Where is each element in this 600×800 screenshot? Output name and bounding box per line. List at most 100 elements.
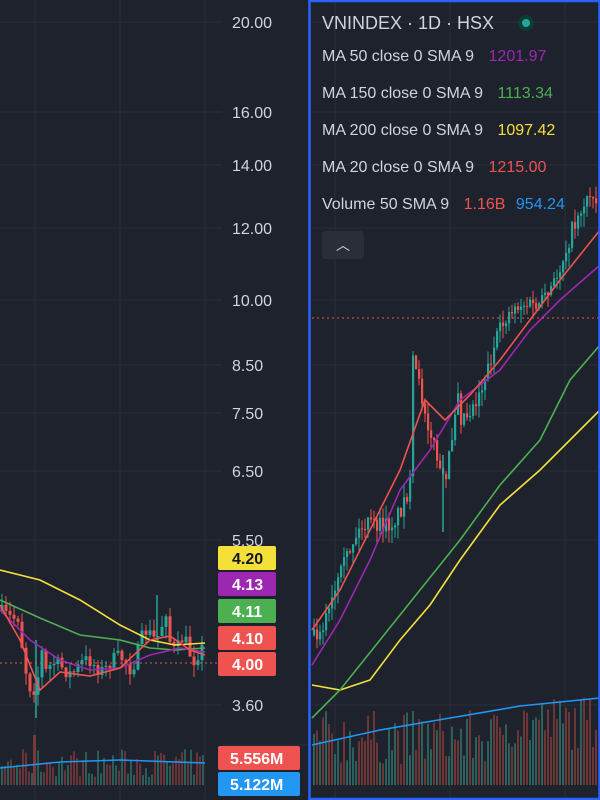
legend-row-value: 1113.34	[497, 85, 553, 102]
volume-bar	[193, 774, 195, 785]
volume-bar	[64, 770, 66, 785]
candle-body	[553, 278, 556, 287]
volume-bar	[202, 754, 204, 785]
volume-bar	[349, 731, 351, 785]
volume-bar	[382, 763, 384, 785]
candle-body	[8, 610, 12, 615]
volume-bar	[595, 730, 597, 785]
candle-body	[586, 195, 589, 207]
volume-bar	[325, 711, 327, 785]
candle-body	[409, 476, 412, 502]
volume-bar	[322, 717, 324, 785]
volume-bar	[4, 765, 6, 785]
candle-body	[421, 378, 424, 404]
volume-bar	[421, 721, 423, 785]
candle-body	[415, 355, 418, 370]
volume-bar	[166, 760, 168, 785]
candle-body	[397, 508, 400, 526]
candle-body	[448, 451, 451, 480]
volume-bar	[592, 746, 594, 785]
volume-bar	[94, 776, 96, 785]
volume-bar	[448, 756, 450, 785]
candle-body	[571, 222, 574, 248]
volume-bar	[478, 735, 480, 785]
legend-row-ma50[interactable]: MA 50 close 0 SMA 9 1201.97	[322, 38, 571, 75]
price-badges: 4.20 4.13 4.11 4.10 4.00 5.556M 5.122M	[218, 546, 300, 796]
legend-row-name: MA 50 close 0 SMA 9	[322, 48, 475, 65]
volume-bar	[391, 750, 393, 785]
candle-body	[562, 261, 565, 273]
right-pane-grid	[312, 0, 600, 800]
candle-body	[76, 664, 80, 673]
candle-body	[538, 303, 541, 309]
price-axis-tick-label: 16.00	[232, 105, 272, 122]
volume-bar	[436, 730, 438, 785]
candle-body	[144, 630, 148, 635]
volume-bar	[364, 741, 366, 785]
volume-bar	[535, 717, 537, 785]
volume-bar	[346, 760, 348, 785]
price-badge-label: 4.13	[232, 577, 263, 594]
volume-bar	[37, 750, 39, 785]
right-volume-bars	[311, 697, 600, 785]
candle-body	[568, 247, 571, 253]
volume-bar	[190, 749, 192, 785]
volume-bar	[46, 762, 48, 785]
volume-bar	[511, 746, 513, 785]
volume-bar	[523, 710, 525, 785]
volume-bar	[553, 699, 555, 785]
candle-body	[580, 213, 583, 216]
volume-bar	[493, 714, 495, 785]
price-badge-label: 4.00	[232, 657, 263, 674]
volume-bar	[13, 767, 15, 785]
volume-bar	[586, 719, 588, 785]
volume-bar	[484, 761, 486, 785]
volume-bar	[418, 719, 420, 785]
candle-body	[424, 403, 427, 414]
volume-bar	[133, 774, 135, 785]
candle-body	[499, 322, 502, 332]
volume-bar	[559, 700, 561, 785]
legend-row-ma20[interactable]: MA 20 close 0 SMA 9 1215.00	[322, 149, 571, 186]
candle-body	[20, 621, 24, 648]
volume-bar	[463, 755, 465, 785]
candle-body	[583, 206, 586, 214]
candle-body	[196, 660, 200, 666]
legend-row-value: 1097.42	[497, 122, 556, 139]
volume-bar	[199, 756, 201, 785]
volume-bar	[565, 707, 567, 785]
candle-body	[28, 673, 32, 692]
candle-body	[164, 616, 168, 627]
candle-body	[156, 635, 160, 637]
legend-row-volume[interactable]: Volume 50 SMA 9 1.16B 954.24	[322, 186, 571, 223]
volume-bar	[160, 753, 162, 785]
candle-body	[376, 519, 379, 531]
candle-body	[44, 650, 48, 669]
volume-bar	[7, 761, 9, 785]
candle-body	[52, 664, 56, 666]
volume-bar	[556, 718, 558, 785]
price-badge	[218, 626, 276, 650]
volume-bar	[91, 773, 93, 785]
candle-body	[358, 528, 361, 538]
ma200-line	[0, 569, 206, 646]
volume-bar	[385, 758, 387, 785]
volume-badge-label: 5.556M	[230, 751, 283, 768]
volume-bar	[145, 768, 147, 785]
legend-title[interactable]: VNINDEX · 1D · HSX	[322, 12, 495, 33]
volume-bar	[157, 755, 159, 785]
volume-bar	[337, 740, 339, 785]
volume-bar	[25, 752, 27, 785]
candle-body	[334, 590, 337, 598]
volume-bar	[424, 758, 426, 785]
legend-row-ma200[interactable]: MA 200 close 0 SMA 9 1097.42	[322, 112, 571, 149]
volume-bar	[343, 722, 345, 785]
ma50-line	[311, 264, 600, 666]
volume-bar	[406, 712, 408, 785]
legend-row-ma150[interactable]: MA 150 close 0 SMA 9 1113.34	[322, 75, 571, 112]
candle-body	[466, 413, 469, 418]
price-badge	[218, 652, 276, 676]
candle-body	[140, 630, 144, 645]
legend-collapse-button[interactable]: ︿	[322, 231, 364, 259]
